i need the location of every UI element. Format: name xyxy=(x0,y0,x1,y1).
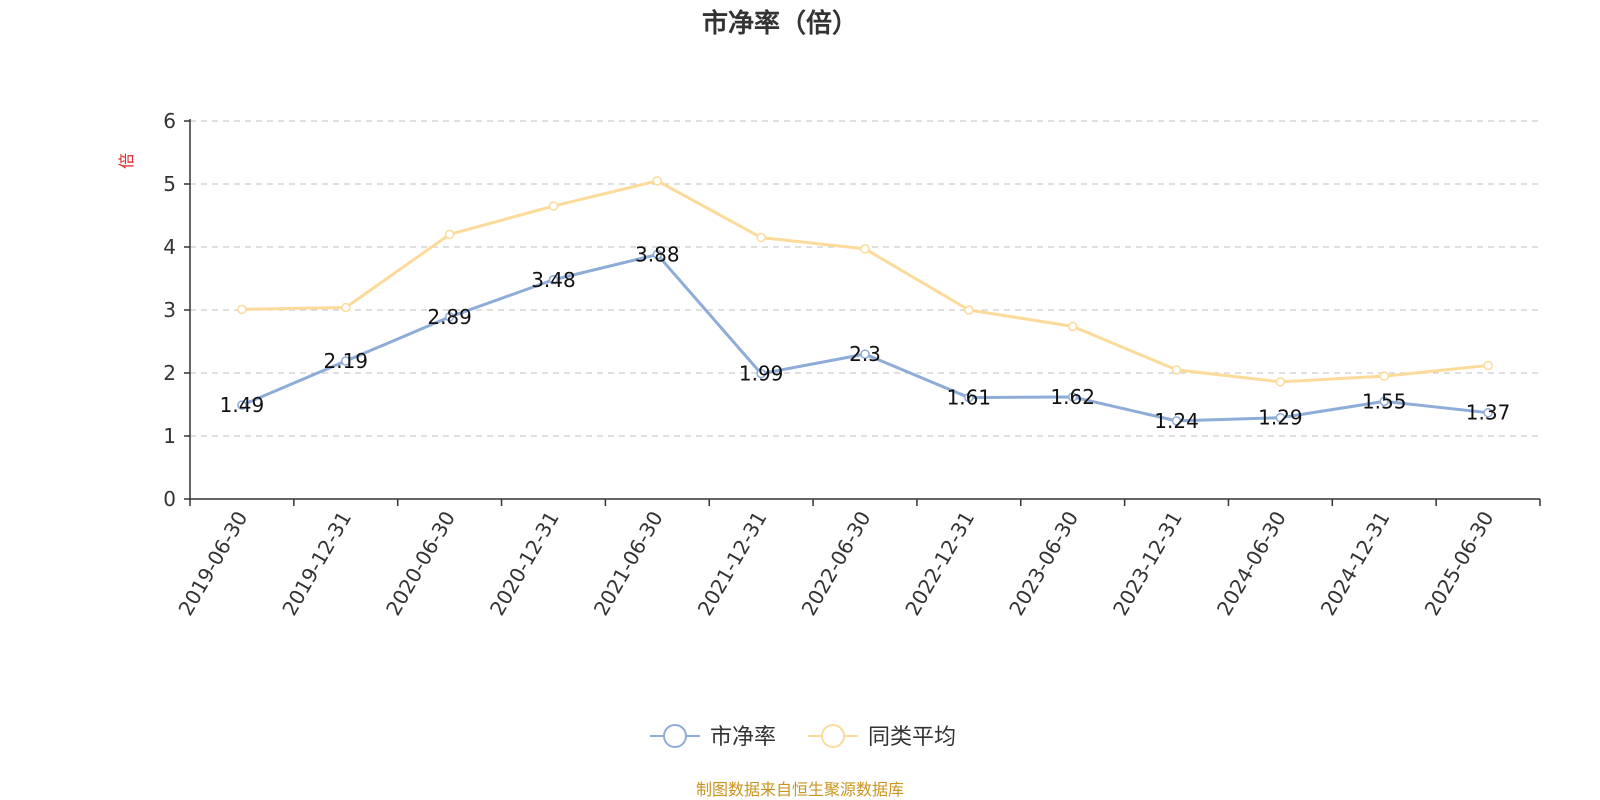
data-label: 1.62 xyxy=(1050,385,1095,409)
y-tick-label: 2 xyxy=(163,361,176,385)
x-tick-label: 2019-06-30 xyxy=(173,507,252,620)
data-point xyxy=(444,229,455,240)
legend-label-1: 市净率 xyxy=(710,725,776,750)
data-label: 2.89 xyxy=(427,305,472,329)
x-tick-label: 2023-06-30 xyxy=(1004,507,1083,620)
data-point xyxy=(1379,396,1389,407)
y-axis-unit: 倍 xyxy=(117,153,136,169)
legend: 市净率 同类平均 xyxy=(650,724,956,750)
data-point xyxy=(756,232,766,243)
x-tick-label: 2022-06-30 xyxy=(796,507,875,620)
data-label: 1.29 xyxy=(1258,406,1303,430)
x-tick-label: 2022-12-31 xyxy=(900,507,979,620)
x-tick-labels: 2019-06-30 2019-12-31 2020-06-30 2020-12-31… xyxy=(173,507,1498,620)
data-label: 2.19 xyxy=(324,349,369,373)
data-label: 1.61 xyxy=(947,386,992,410)
y-tick-label: 1 xyxy=(163,424,176,448)
series-line-1 xyxy=(241,253,1489,423)
data-label: 1.49 xyxy=(220,393,265,417)
axes xyxy=(184,119,1541,506)
data-label: 1.37 xyxy=(1466,401,1511,425)
data-label: 3.48 xyxy=(531,268,576,292)
x-tick-label: 2021-06-30 xyxy=(589,507,668,620)
data-point xyxy=(444,312,455,322)
data-point xyxy=(341,356,351,366)
x-tick-label: 2020-06-30 xyxy=(381,507,460,620)
data-point xyxy=(756,368,766,379)
chart-title: 市净率（倍） xyxy=(702,8,858,39)
x-tick-label: 2024-06-30 xyxy=(1212,507,1291,620)
y-tick-label: 5 xyxy=(163,172,176,196)
data-point xyxy=(237,400,247,410)
data-point xyxy=(1171,365,1182,375)
data-point xyxy=(860,349,870,359)
data-point xyxy=(548,275,559,285)
data-point xyxy=(652,249,663,260)
grid-lines xyxy=(190,120,1540,437)
x-tick-label: 2020-12-31 xyxy=(485,507,564,620)
legend-marker-1 xyxy=(663,724,687,748)
x-tick-label: 2021-12-31 xyxy=(693,507,772,620)
data-point xyxy=(1483,360,1493,371)
x-tick-label: 2023-12-31 xyxy=(1108,507,1187,620)
data-point xyxy=(1067,392,1078,402)
y-tick-label: 4 xyxy=(163,235,176,259)
y-tick-label: 0 xyxy=(163,487,176,511)
y-tick-labels: 0 1 2 3 4 5 6 xyxy=(163,109,176,511)
legend-label-2: 同类平均 xyxy=(868,725,956,750)
x-tick-label: 2019-12-31 xyxy=(277,507,356,620)
data-point xyxy=(860,244,870,254)
data-point xyxy=(1275,412,1286,423)
data-point xyxy=(1275,377,1286,387)
data-point xyxy=(964,392,974,403)
data-label: 2.3 xyxy=(849,342,881,366)
data-point xyxy=(341,302,351,313)
data-label: 3.88 xyxy=(635,243,680,267)
data-labels: 1.49 2.19 2.89 3.48 3.88 1.99 2.3 1.61 1.62 1.24 1… xyxy=(220,243,1511,433)
source-note: 制图数据来自恒生聚源数据库 xyxy=(696,780,904,799)
x-tick-label: 2025-06-30 xyxy=(1420,507,1499,620)
series-layer xyxy=(237,176,1493,426)
data-label: 1.55 xyxy=(1362,389,1407,413)
x-tick-label: 2024-12-31 xyxy=(1316,507,1395,620)
data-point xyxy=(548,201,559,211)
data-point xyxy=(1067,321,1078,332)
data-label: 1.24 xyxy=(1154,409,1199,433)
y-tick-label: 3 xyxy=(163,298,176,322)
data-point xyxy=(1171,416,1182,426)
data-point xyxy=(964,305,974,315)
data-point xyxy=(1483,407,1493,418)
legend-marker-2 xyxy=(821,724,845,748)
data-label: 1.99 xyxy=(739,362,784,386)
data-point xyxy=(652,176,663,186)
data-point xyxy=(237,304,247,315)
y-tick-label: 6 xyxy=(163,109,176,133)
data-point xyxy=(1379,371,1389,381)
